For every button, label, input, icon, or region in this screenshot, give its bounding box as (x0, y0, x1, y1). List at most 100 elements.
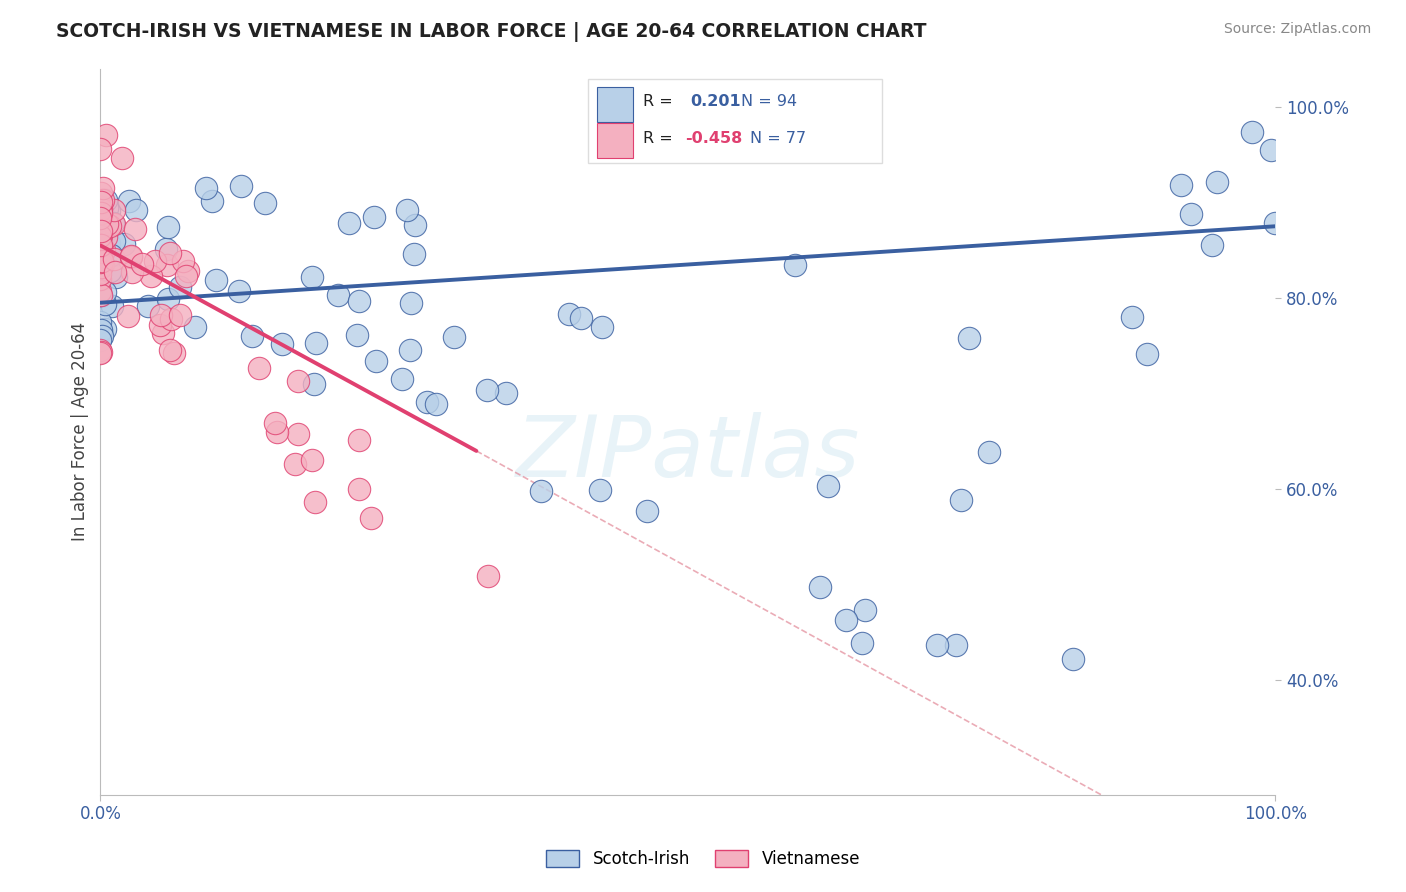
Point (103, 216, 125, 230)
Point (89, 343, 111, 357)
Point (89, 255, 111, 269)
Point (425, 396, 447, 410)
Point (1170, 178, 1192, 193)
Point (125, 202, 148, 217)
Point (169, 308, 191, 322)
Point (89, 142, 111, 156)
Point (91, 329, 114, 343)
Point (228, 284, 250, 298)
Point (143, 254, 166, 268)
Text: Source: ZipAtlas.com: Source: ZipAtlas.com (1223, 22, 1371, 37)
Point (90, 344, 112, 359)
Point (96, 128, 118, 143)
Point (271, 336, 294, 351)
Point (399, 343, 422, 357)
Point (301, 270, 323, 285)
Text: N = 94: N = 94 (741, 94, 797, 109)
Point (835, 614, 858, 628)
Text: R =: R = (643, 94, 683, 109)
Point (1205, 176, 1227, 190)
Point (89, 228, 111, 243)
Point (301, 453, 323, 467)
Point (853, 603, 876, 617)
Point (346, 327, 368, 342)
Point (415, 394, 437, 409)
Point (263, 416, 285, 430)
Point (1201, 237, 1223, 252)
Point (93, 243, 115, 257)
Point (100, 267, 122, 281)
Point (360, 511, 382, 525)
Point (152, 326, 174, 340)
Point (90, 200, 112, 214)
Point (94, 297, 117, 311)
Point (131, 257, 153, 271)
Point (495, 386, 517, 401)
Point (103, 203, 125, 218)
Point (90, 260, 112, 275)
Point (90, 194, 112, 209)
Text: ZIPatlas: ZIPatlas (516, 412, 860, 495)
Point (1062, 652, 1084, 666)
Point (90, 254, 112, 268)
Point (90, 251, 112, 265)
Point (155, 242, 177, 256)
Point (112, 236, 135, 251)
Point (96, 217, 118, 231)
Point (90, 202, 112, 217)
Point (90, 224, 112, 238)
Point (94, 211, 117, 226)
Point (957, 331, 980, 345)
Point (287, 374, 309, 388)
Point (201, 194, 224, 209)
FancyBboxPatch shape (588, 79, 882, 163)
Point (851, 636, 873, 650)
Point (159, 343, 181, 357)
Point (93, 244, 115, 259)
Point (404, 218, 426, 232)
Y-axis label: In Labor Force | Age 20-64: In Labor Force | Age 20-64 (72, 322, 89, 541)
Point (363, 210, 385, 224)
Point (247, 360, 270, 375)
Point (105, 270, 128, 285)
Point (266, 425, 288, 439)
Point (96, 201, 118, 215)
Point (90, 255, 112, 269)
Point (349, 433, 371, 447)
Point (89, 288, 111, 302)
Point (475, 384, 498, 398)
Point (817, 479, 839, 493)
Point (589, 483, 612, 497)
Point (91, 206, 114, 220)
Point (150, 308, 173, 322)
FancyBboxPatch shape (598, 87, 633, 121)
Point (477, 569, 499, 583)
Point (557, 307, 579, 321)
Point (90, 288, 112, 302)
Point (808, 580, 831, 594)
Point (163, 346, 186, 360)
Point (240, 329, 263, 343)
Point (1180, 207, 1202, 221)
Point (94, 193, 117, 207)
Point (90, 202, 112, 216)
Point (785, 258, 807, 272)
FancyBboxPatch shape (598, 123, 633, 158)
Point (149, 318, 172, 333)
Point (89, 243, 111, 257)
Point (96, 227, 118, 242)
Point (304, 377, 326, 392)
Point (159, 246, 181, 260)
Point (90, 205, 112, 219)
Point (254, 196, 277, 211)
Point (89, 241, 111, 255)
Point (402, 247, 425, 261)
Point (925, 638, 948, 652)
Point (90, 324, 112, 338)
Point (91, 242, 114, 256)
Point (304, 495, 326, 509)
Point (90, 241, 112, 255)
Point (287, 426, 309, 441)
Point (91, 193, 114, 207)
Point (121, 265, 143, 279)
